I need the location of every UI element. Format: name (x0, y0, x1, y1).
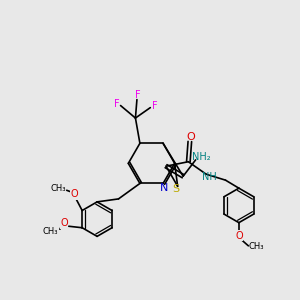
Text: F: F (135, 90, 140, 100)
Text: CH₃: CH₃ (43, 227, 58, 236)
Text: O: O (60, 218, 68, 228)
Text: S: S (172, 184, 180, 194)
Text: O: O (186, 132, 195, 142)
Text: CH₃: CH₃ (50, 184, 65, 193)
Text: CH₃: CH₃ (248, 242, 264, 251)
Text: NH: NH (202, 172, 217, 182)
Text: N: N (160, 183, 168, 193)
Text: O: O (71, 189, 79, 200)
Text: F: F (114, 99, 120, 109)
Text: F: F (152, 101, 158, 111)
Text: NH₂: NH₂ (192, 152, 210, 162)
Text: O: O (235, 231, 243, 241)
